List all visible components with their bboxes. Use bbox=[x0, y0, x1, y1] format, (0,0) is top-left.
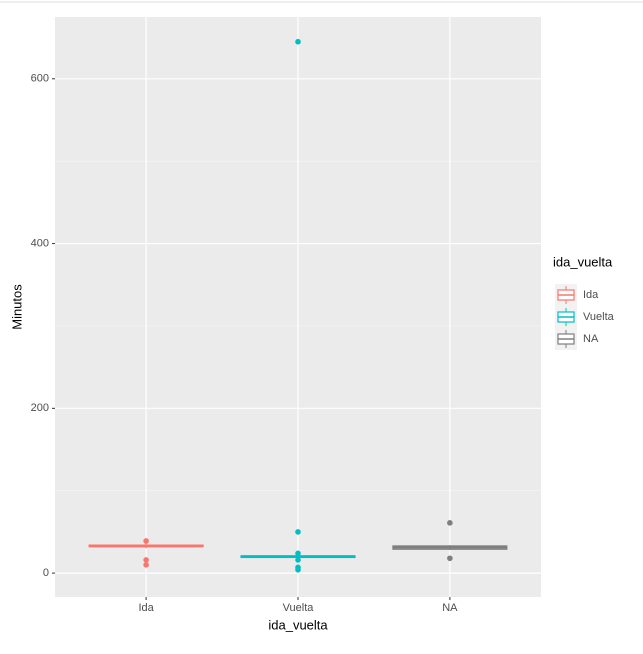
outlier bbox=[447, 520, 453, 526]
y-tick-label: 400 bbox=[31, 237, 49, 249]
x-tick-label: NA bbox=[442, 602, 458, 614]
y-tick-label: 200 bbox=[31, 402, 49, 414]
legend-title: ida_vuelta bbox=[553, 254, 613, 269]
outlier bbox=[295, 550, 301, 557]
legend-label: Vuelta bbox=[583, 311, 615, 323]
outlier bbox=[295, 38, 301, 45]
outlier bbox=[295, 529, 301, 535]
outlier bbox=[143, 538, 149, 544]
x-tick-label: Vuelta bbox=[283, 602, 315, 614]
outlier bbox=[143, 557, 149, 563]
y-axis-title: Minutos bbox=[9, 284, 24, 330]
x-tick-label: Ida bbox=[138, 602, 154, 614]
y-tick-label: 0 bbox=[43, 567, 49, 579]
outlier bbox=[295, 567, 301, 573]
outlier bbox=[295, 557, 301, 563]
legend-label: Ida bbox=[583, 289, 599, 301]
outlier bbox=[447, 555, 453, 562]
x-axis-title: ida_vuelta bbox=[268, 617, 328, 632]
y-tick-label: 600 bbox=[31, 73, 49, 85]
legend-label: NA bbox=[583, 333, 599, 345]
outlier bbox=[143, 562, 149, 568]
